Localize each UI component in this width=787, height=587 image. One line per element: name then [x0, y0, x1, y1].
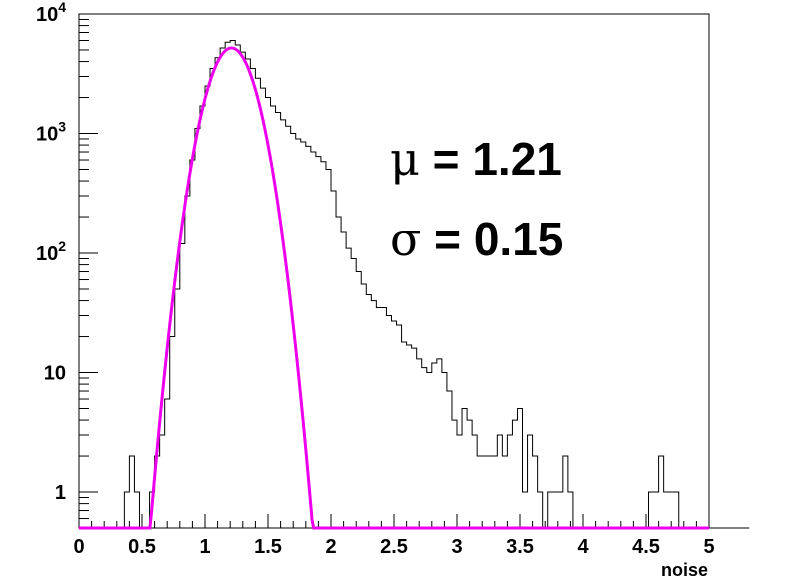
- fit-parameters: μ = 1.21 σ = 0.15: [390, 132, 563, 266]
- y-tick-label: 103: [36, 119, 66, 146]
- plot-frame: [78, 13, 710, 529]
- x-tick-label: 5: [703, 536, 714, 558]
- fit-parameter-label: σ = 0.15: [390, 212, 563, 266]
- y-tick-label: 1: [55, 482, 66, 504]
- y-tick-label: 102: [36, 238, 66, 265]
- gaussian-fit-curve: [79, 46, 709, 530]
- y-tick-label: 104: [36, 0, 66, 26]
- x-tick-label: 2: [325, 536, 336, 558]
- x-tick-label: 2.5: [380, 536, 408, 558]
- x-tick-label: 1.5: [254, 536, 282, 558]
- x-tick-label: 0.5: [128, 536, 156, 558]
- x-tick-label: 4.5: [632, 536, 660, 558]
- x-tick-label: 3.5: [506, 536, 534, 558]
- y-tick-label: 10: [44, 363, 66, 385]
- x-tick-label: 4: [577, 536, 589, 558]
- x-axis-title: noise: [661, 560, 708, 580]
- x-tick-label: 0: [73, 536, 84, 558]
- x-tick-label: 1: [199, 536, 210, 558]
- y-axis: 1 10 102 103 104: [36, 0, 98, 529]
- x-tick-label: 3: [451, 536, 462, 558]
- fit-parameter-label: μ = 1.21: [390, 132, 562, 186]
- histogram-series: [79, 40, 750, 529]
- x-axis: 0 0.5 1 1.5 2 2.5 3 3.5 4 4.5 5: [73, 514, 715, 558]
